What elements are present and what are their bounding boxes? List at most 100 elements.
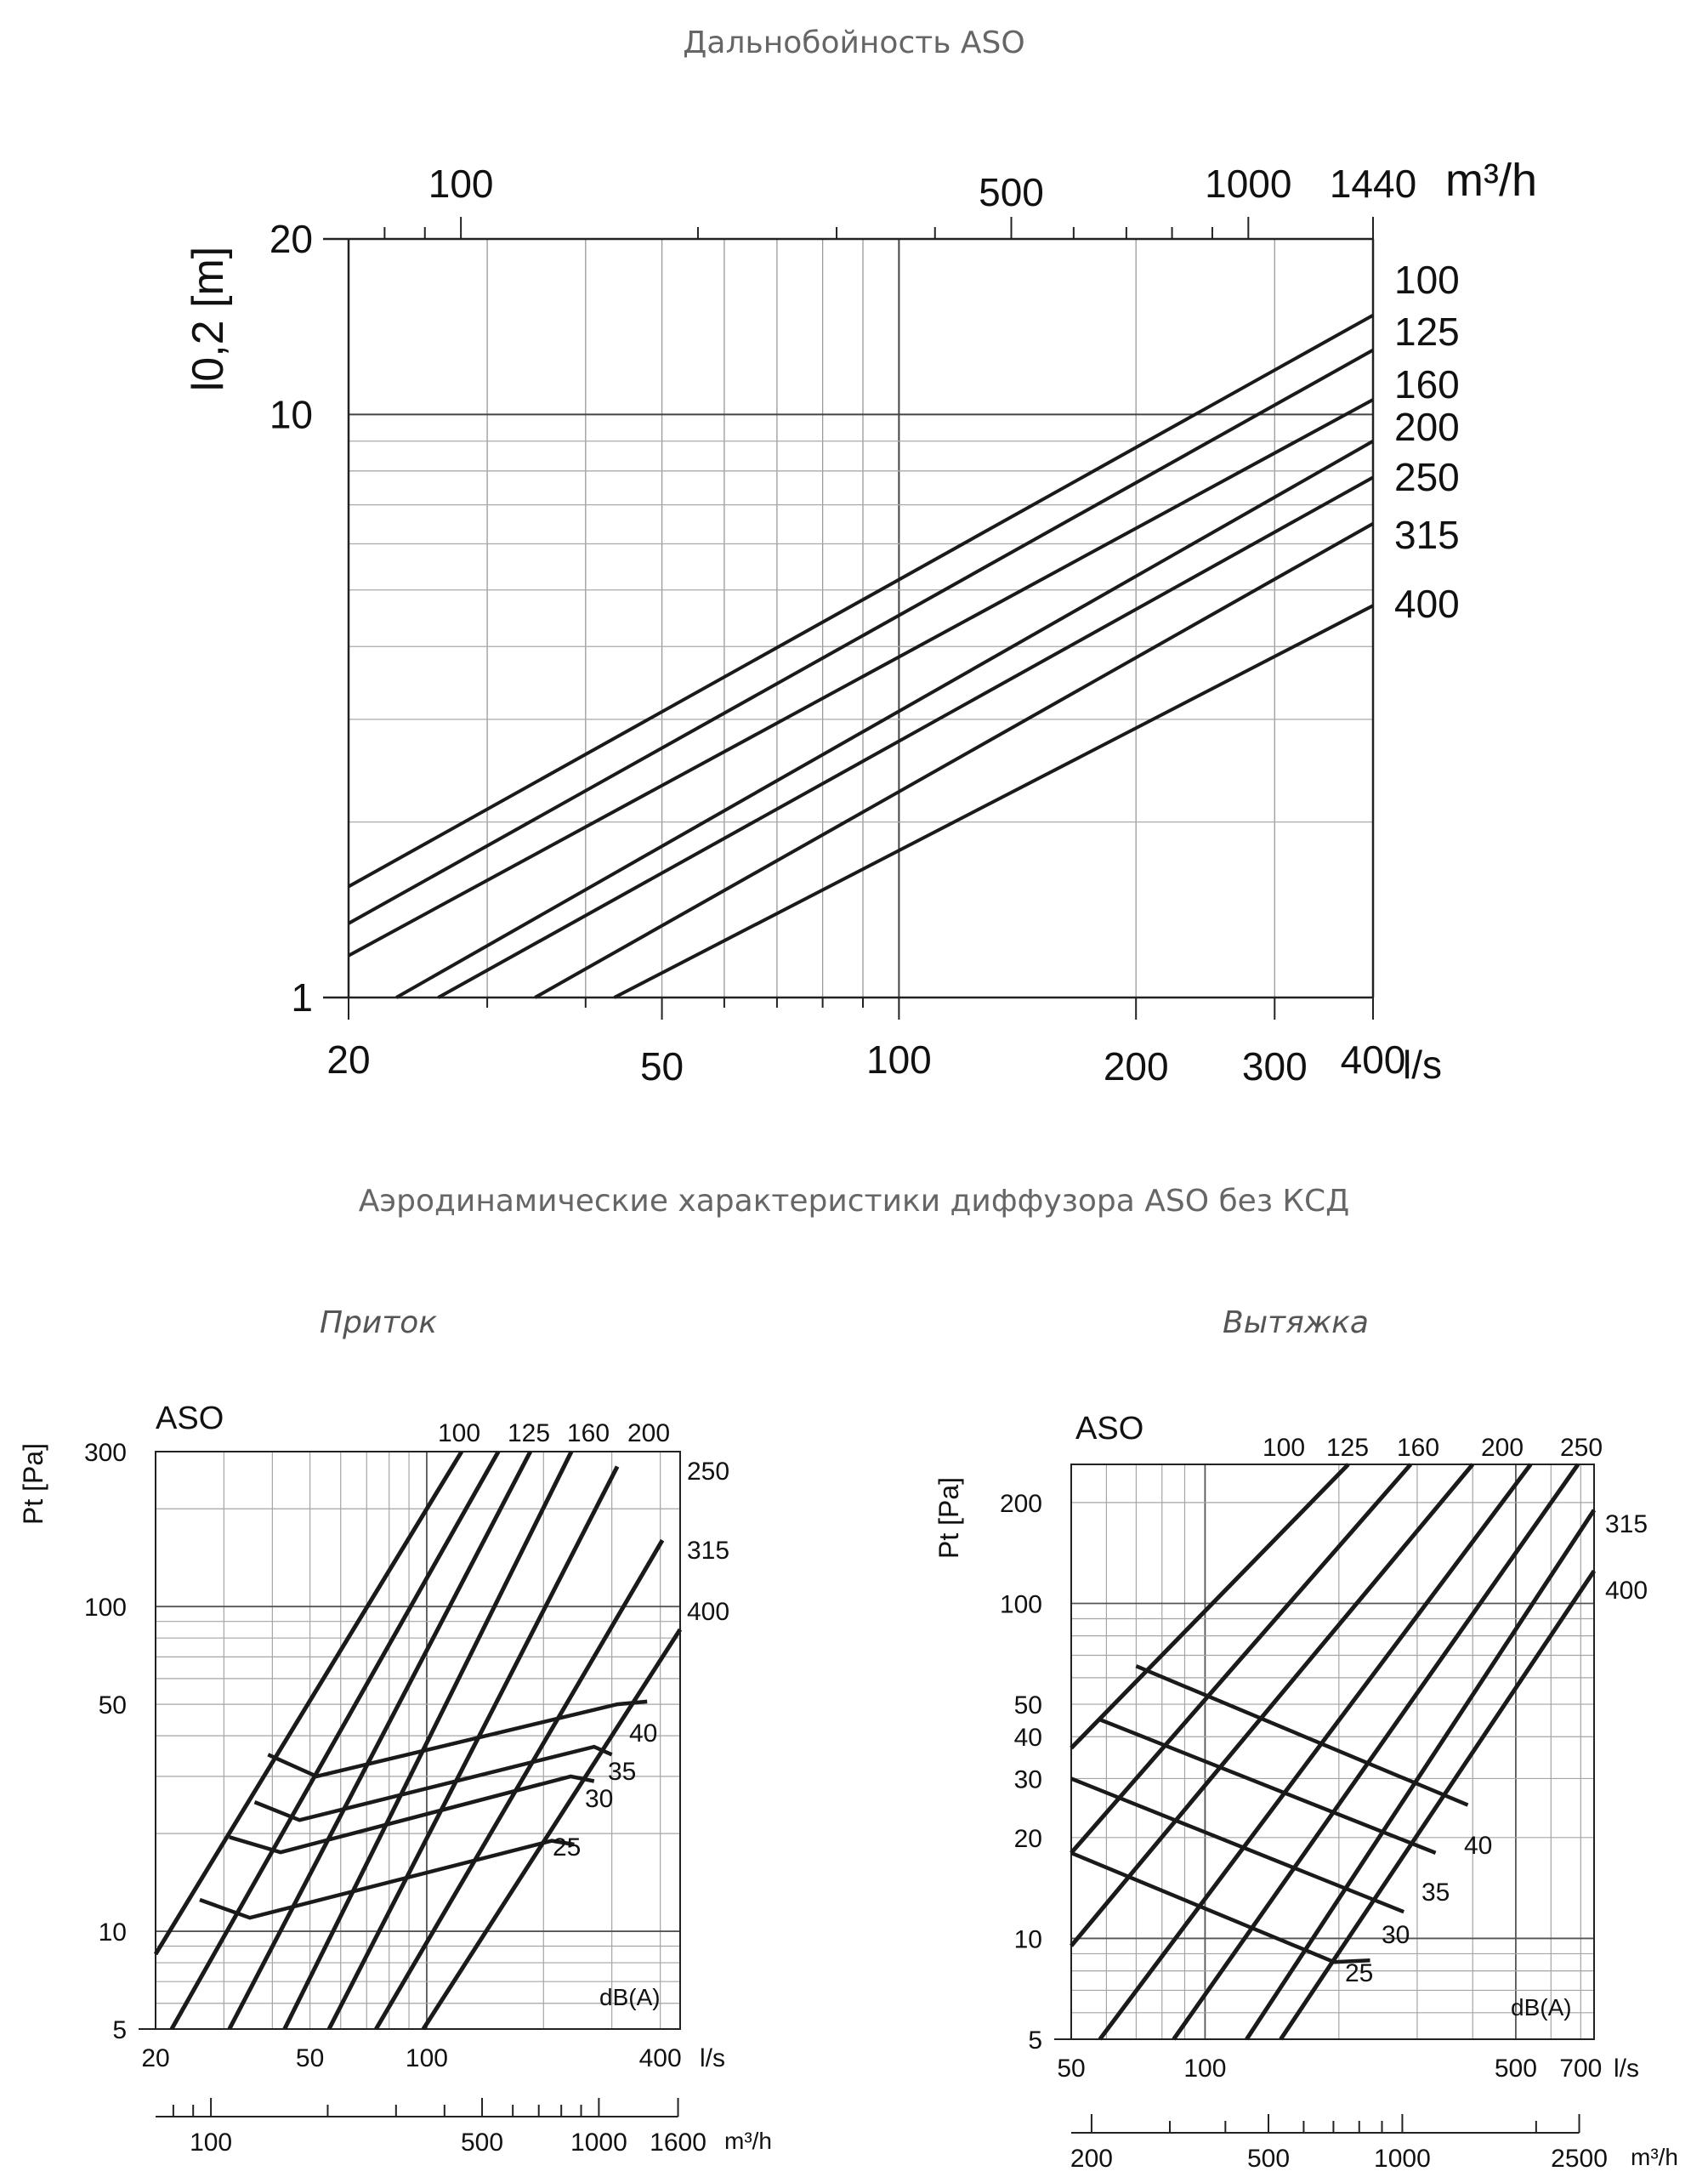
aero-caption: Аэродинамические характеристики диффузор… — [358, 1184, 1350, 1219]
sound-line-30 — [229, 1774, 595, 1855]
series-line-100 — [153, 1450, 464, 1956]
sound-label-30: 30 — [1382, 1921, 1410, 1949]
x2-tick-label: 200 — [1070, 2145, 1113, 2173]
supply-caption: Приток — [320, 1305, 438, 1340]
series-line-160 — [227, 1450, 533, 2031]
x-tick-label: 20 — [326, 1037, 370, 1082]
series-line-315 — [534, 521, 1374, 999]
series-line-400 — [613, 604, 1374, 999]
x-tick-label: 100 — [406, 2044, 448, 2072]
y-tick-label: 300 — [84, 1439, 127, 1467]
exhaust-caption: Вытяжка — [1223, 1305, 1369, 1340]
y-tick-label: 10 — [270, 392, 313, 436]
y-tick-label: 1 — [291, 975, 313, 1020]
x-axis-label: l/s — [1403, 1043, 1442, 1087]
series-label-125: 125 — [1326, 1434, 1369, 1462]
x-tick-label: 100 — [1183, 2055, 1226, 2083]
x-tick-label: 300 — [1242, 1044, 1308, 1088]
series-label-400: 400 — [1605, 1577, 1648, 1605]
y-tick-label: 5 — [112, 2016, 127, 2044]
sound-label-40: 40 — [1464, 1832, 1492, 1860]
sound-label-25: 25 — [553, 1833, 581, 1862]
series-label-315: 315 — [1605, 1510, 1648, 1538]
series-line-250 — [1172, 1463, 1580, 2041]
series-label-400: 400 — [1394, 582, 1460, 626]
x-tick-label: 400 — [1341, 1037, 1406, 1082]
sound-label-25: 25 — [1345, 1959, 1373, 1987]
y-tick-label: 50 — [1014, 1691, 1042, 1719]
series-line-125 — [1070, 1463, 1413, 1855]
y-axis-label: l0,2 [m] — [184, 247, 233, 392]
series-label-250: 250 — [1560, 1434, 1603, 1462]
series-label-160: 160 — [1394, 362, 1460, 406]
sound-line-25 — [1070, 1850, 1370, 1964]
y-tick-label: 40 — [1014, 1724, 1042, 1752]
x-tick-label: 500 — [1495, 2055, 1537, 2083]
sound-line-35 — [1098, 1718, 1437, 1855]
plot-frame — [1070, 1464, 1595, 2040]
x2-tick-label: 500 — [461, 2129, 503, 2157]
series-label-100: 100 — [1394, 258, 1460, 302]
y-axis-label: Pt [Pa] — [933, 1477, 964, 1559]
y-tick-label: 100 — [84, 1594, 127, 1622]
x-axis-label: l/s — [700, 2044, 725, 2072]
series-label-200: 200 — [1394, 405, 1460, 449]
y-tick-label: 10 — [99, 1918, 127, 1947]
series-label-100: 100 — [1263, 1434, 1305, 1462]
x2-tick-label: 100 — [428, 162, 494, 206]
sound-line-40 — [1135, 1664, 1469, 1807]
x2-axis-label: m³/h — [1631, 2144, 1678, 2170]
series-label-315: 315 — [1394, 513, 1460, 557]
x2-tick-label: 1000 — [1374, 2145, 1431, 2173]
sound-label-30: 30 — [585, 1785, 613, 1813]
x2-axis-label: m³/h — [1445, 155, 1537, 206]
y-tick-label: 30 — [1014, 1765, 1042, 1793]
x-tick-label: 50 — [296, 2044, 324, 2072]
x2-tick-label: 100 — [190, 2129, 232, 2157]
sound-line-35 — [253, 1744, 613, 1822]
x2-tick-label: 1440 — [1330, 162, 1416, 206]
series-line-100 — [348, 313, 1374, 889]
sound-label-35: 35 — [608, 1758, 636, 1786]
x2-tick-label: 1600 — [650, 2129, 706, 2157]
x-axis-label: l/s — [1614, 2055, 1639, 2083]
series-line-100 — [1070, 1463, 1350, 1750]
series-label-125: 125 — [1394, 310, 1460, 354]
range-caption: Дальнобойность ASO — [683, 26, 1025, 60]
series-label-200: 200 — [627, 1419, 670, 1447]
series-line-200 — [282, 1450, 574, 2031]
x-tick-label: 50 — [1057, 2055, 1085, 2083]
x2-tick-label: 1000 — [570, 2129, 627, 2157]
series-label-250: 250 — [1394, 455, 1460, 499]
chart-title: ASO — [1075, 1411, 1143, 1447]
x-tick-label: 20 — [141, 2044, 169, 2072]
series-label-125: 125 — [508, 1419, 550, 1447]
x-tick-label: 700 — [1559, 2055, 1602, 2083]
sound-line-30 — [1070, 1776, 1405, 1914]
y-tick-label: 100 — [1000, 1590, 1042, 1618]
sound-line-40 — [267, 1699, 648, 1779]
y-tick-label: 10 — [1014, 1925, 1042, 1953]
y-tick-label: 5 — [1028, 2026, 1042, 2055]
x-tick-label: 50 — [640, 1044, 684, 1088]
note-label: dB(A) — [599, 1984, 661, 2010]
x2-axis-label: m³/h — [724, 2128, 772, 2154]
series-line-315 — [374, 1538, 665, 2031]
y-tick-label: 200 — [1000, 1490, 1042, 1518]
sound-line-25 — [199, 1839, 575, 1920]
series-line-200 — [1098, 1463, 1533, 2041]
sound-label-35: 35 — [1421, 1879, 1450, 1907]
plot-frame — [155, 1451, 681, 2030]
series-label-160: 160 — [567, 1419, 610, 1447]
series-line-160 — [1070, 1463, 1475, 1947]
series-line-250 — [437, 475, 1374, 999]
series-label-250: 250 — [687, 1458, 729, 1486]
y-tick-label: 50 — [99, 1691, 127, 1719]
x-tick-label: 200 — [1104, 1044, 1169, 1088]
series-line-200 — [395, 440, 1374, 999]
x2-tick-label: 500 — [979, 170, 1044, 214]
chart-title: ASO — [156, 1401, 224, 1436]
series-line-400 — [421, 1628, 683, 2031]
x-tick-label: 400 — [639, 2044, 682, 2072]
